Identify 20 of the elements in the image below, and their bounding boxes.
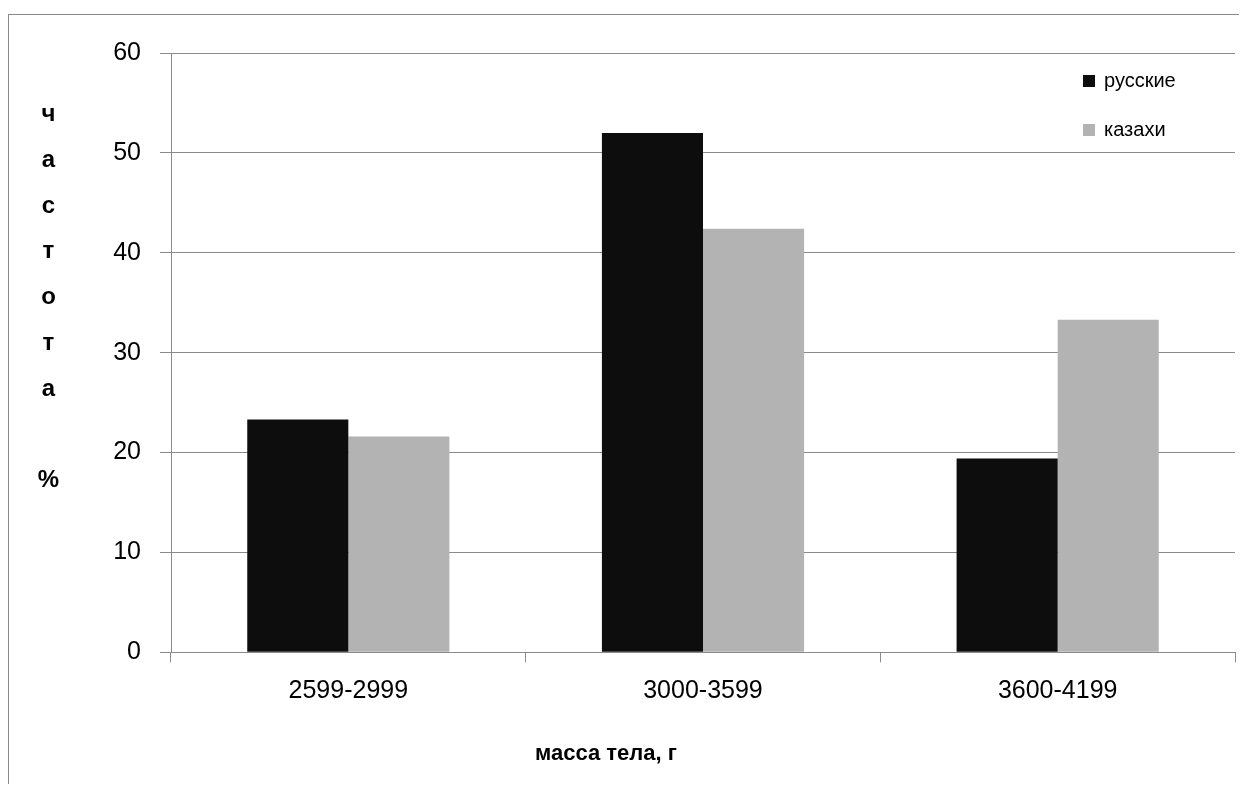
y-tick-label: 20 — [113, 436, 141, 465]
y-tick-label: 40 — [113, 236, 141, 265]
x-tick-label: 3000-3599 — [643, 675, 763, 704]
y-tick-label: 0 — [127, 636, 141, 665]
x-tick-label: 3600-4199 — [997, 675, 1118, 704]
bar — [956, 458, 1058, 652]
x-tick-label: 2599-2999 — [288, 675, 409, 704]
y-axis-title: частота % — [35, 99, 62, 512]
y-tick-label: 60 — [113, 36, 141, 65]
y-tick-label: 10 — [113, 536, 141, 565]
bar — [1057, 319, 1159, 652]
legend-label: казахи — [1104, 117, 1166, 140]
legend-label: русские — [1104, 68, 1176, 91]
y-tick-label: 50 — [113, 136, 141, 165]
bar — [348, 436, 450, 652]
bar — [601, 132, 703, 652]
bar — [703, 228, 805, 652]
y-tick-label: 30 — [113, 336, 141, 365]
bar — [247, 419, 349, 652]
x-axis-title: масса тела, г — [535, 740, 677, 766]
